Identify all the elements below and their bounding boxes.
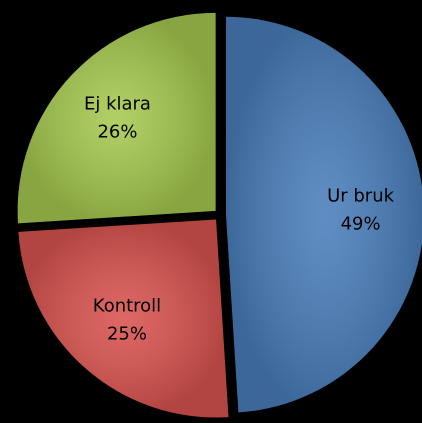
slice-label: Ej klara <box>84 94 151 115</box>
slice-label: Kontroll <box>93 295 161 316</box>
pie-slice <box>225 16 422 413</box>
slice-label: Ur bruk <box>327 186 395 207</box>
slice-value-label: 49% <box>341 214 381 235</box>
pie-slice <box>18 219 229 418</box>
pie-slice <box>17 12 216 224</box>
slice-value-label: 26% <box>97 122 137 143</box>
slice-value-label: 25% <box>107 323 147 344</box>
